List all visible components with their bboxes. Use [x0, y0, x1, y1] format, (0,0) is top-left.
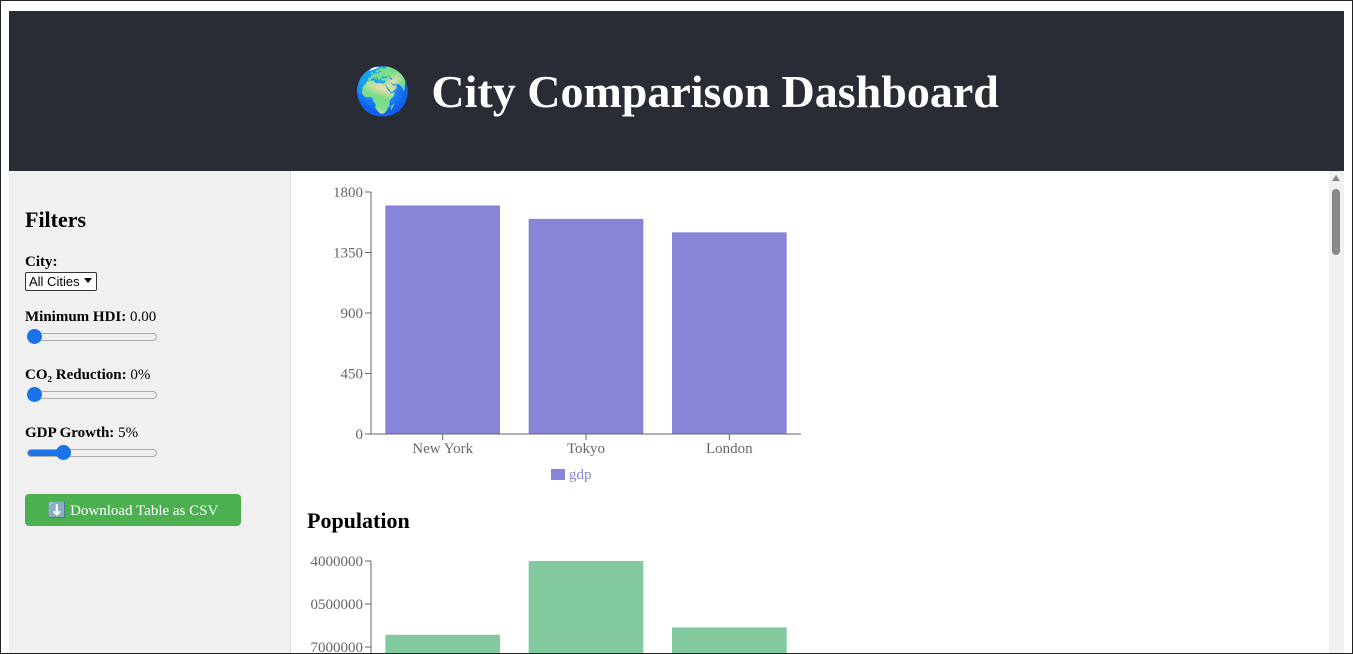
bar	[672, 232, 787, 434]
y-tick-label: 450	[341, 367, 364, 383]
city-select[interactable]: All Cities	[25, 272, 97, 291]
city-label: City:	[25, 254, 58, 271]
slider-thumb[interactable]	[56, 445, 71, 460]
scrollbar[interactable]	[1329, 171, 1344, 653]
gdp-label: GDP Growth: 5%	[25, 425, 138, 442]
co2-slider[interactable]	[27, 387, 157, 402]
gdp-slider[interactable]	[27, 445, 157, 460]
y-tick-label: 900	[341, 306, 364, 322]
chart-title: Population	[307, 508, 410, 533]
main-panel: 0 450 900 1350 1800 New York Tokyo London gdp Po…	[291, 171, 1329, 654]
x-tick-label: Tokyo	[567, 441, 605, 457]
city-label-text: City:	[25, 254, 58, 270]
scroll-thumb[interactable]	[1332, 189, 1340, 255]
bar	[528, 561, 644, 653]
bar	[385, 634, 500, 653]
hdi-label: Minimum HDI: 0.00	[25, 309, 156, 326]
legend-swatch	[551, 469, 565, 480]
y-tick-label: 4000000	[311, 554, 364, 570]
gdp-chart: 0 450 900 1350 1800 New York Tokyo London gdp	[333, 185, 801, 483]
gdp-label-text: GDP Growth:	[25, 425, 115, 441]
bar	[385, 205, 500, 434]
sidebar: Filters City: All Cities Minimum HDI: 0.…	[9, 171, 291, 653]
bar	[528, 218, 644, 434]
y-tick-label: 0500000	[311, 597, 364, 613]
co2-label: CO₂ Reduction: 0%	[25, 367, 150, 384]
hdi-label-text: Minimum HDI:	[25, 309, 127, 325]
hdi-slider[interactable]	[27, 329, 157, 344]
y-tick-label: 1800	[333, 185, 363, 201]
y-tick-label: 0	[356, 427, 364, 443]
header-title: City Comparison Dashboard	[431, 65, 999, 117]
bar	[672, 627, 787, 653]
co2-value: 0%	[130, 367, 151, 383]
legend-label: gdp	[569, 467, 592, 483]
slider-thumb[interactable]	[27, 329, 42, 344]
sidebar-title: Filters	[25, 207, 87, 232]
y-tick-label: 1350	[333, 246, 363, 262]
co2-label-text: CO₂ Reduction:	[25, 367, 127, 383]
hdi-value: 0.00	[130, 309, 157, 325]
scroll-up[interactable]	[1332, 175, 1340, 181]
slider-fill	[28, 450, 64, 456]
x-tick-label: New York	[412, 441, 473, 457]
download-button[interactable]: ⬇️ Download Table as CSV	[25, 494, 241, 526]
gdp-value: 5%	[118, 425, 139, 441]
x-tick-label: London	[706, 441, 753, 457]
header: 🌍 City Comparison Dashboard	[9, 11, 1344, 171]
slider-thumb[interactable]	[27, 387, 42, 402]
y-tick-label: 7000000	[311, 640, 364, 654]
header-icon: 🌍	[354, 63, 412, 118]
